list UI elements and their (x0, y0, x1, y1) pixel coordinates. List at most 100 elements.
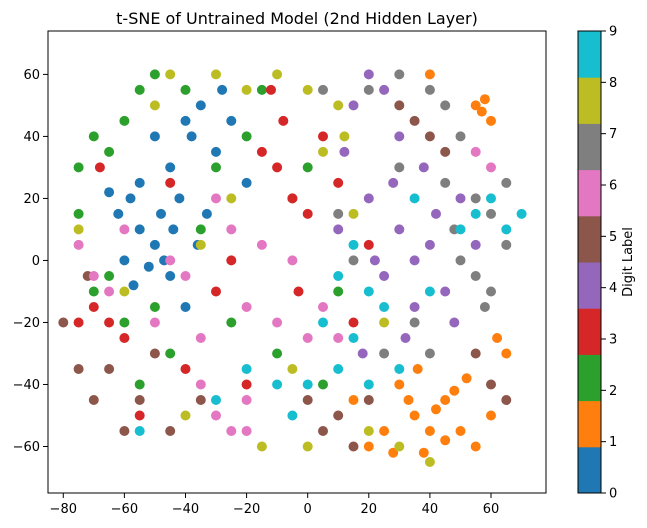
colorbar-tick-label: 8 (609, 76, 617, 91)
scatter-point-digit-5 (440, 146, 451, 157)
scatter-point-digit-7 (409, 317, 420, 328)
y-tick-label: 60 (23, 68, 40, 83)
scatter-point-digit-6 (180, 271, 191, 281)
scatter-point-digit-3 (272, 162, 283, 173)
x-tick-label: 60 (483, 502, 500, 517)
scatter-point-digit-7 (348, 255, 359, 266)
x-tick-label: 0 (304, 502, 312, 517)
scatter-point-digit-6 (165, 255, 176, 266)
scatter-point-digit-1 (394, 379, 405, 390)
scatter-point-digit-4 (440, 286, 451, 297)
scatter-point-digit-7 (479, 302, 490, 312)
x-axis: −80 −60 −40 −20 0 20 40 60 (50, 493, 500, 517)
scatter-point-digit-0 (165, 162, 176, 173)
scatter-point-digit-0 (168, 224, 179, 235)
chart-title: t-SNE of Untrained Model (2nd Hidden Lay… (116, 9, 478, 28)
scatter-point-digit-3 (241, 379, 252, 390)
scatter-point-digit-0 (186, 131, 197, 142)
scatter-point-digit-3 (211, 286, 221, 297)
scatter-point-digit-1 (486, 410, 496, 421)
scatter-point-digit-2 (180, 84, 191, 95)
scatter-point-digit-0 (180, 115, 191, 126)
scatter-point-digit-6 (195, 379, 206, 390)
scatter-point-digit-8 (333, 100, 344, 111)
scatter-point-digit-4 (394, 224, 405, 235)
colorbar-segment (578, 262, 601, 309)
scatter-point-digit-2 (73, 162, 84, 173)
scatter-point-digit-2 (134, 84, 145, 95)
scatter-point-digit-3 (266, 84, 276, 95)
scatter-point-digit-7 (394, 69, 405, 80)
scatter-point-digit-2 (318, 379, 328, 390)
scatter-point-digit-7 (486, 208, 496, 219)
scatter-point-digit-6 (119, 224, 130, 235)
scatter-point-digit-8 (302, 84, 313, 95)
scatter-point-digit-0 (128, 280, 139, 291)
scatter-point-digit-1 (388, 447, 399, 458)
scatter-point-digit-7 (470, 271, 481, 281)
scatter-point-digit-6 (104, 286, 115, 297)
scatter-point-digit-6 (241, 302, 252, 312)
scatter-point-digit-2 (104, 271, 115, 281)
scatter-point-digit-4 (339, 146, 350, 157)
scatter-point-digit-0 (201, 208, 212, 219)
scatter-point-digit-3 (94, 162, 105, 173)
scatter-point-digit-0 (241, 177, 252, 188)
scatter-point-digit-2 (134, 379, 145, 390)
scatter-point-digit-6 (302, 333, 313, 343)
scatter-point-digit-1 (379, 426, 390, 436)
colorbar-tick-label: 0 (609, 487, 617, 502)
scatter-point-digit-1 (501, 348, 512, 359)
scatter-point-digit-2 (302, 162, 313, 173)
y-tick-label: 20 (23, 192, 40, 207)
scatter-point-digit-1 (440, 395, 451, 405)
scatter-point-digit-3 (180, 364, 191, 374)
scatter-point-digit-4 (431, 208, 441, 219)
scatter-point-digit-6 (470, 146, 481, 157)
scatter-point-digit-9 (516, 208, 527, 219)
x-tick-label: −40 (172, 502, 199, 517)
scatter-point-digit-9 (211, 395, 221, 405)
scatter-point-digit-9 (287, 410, 298, 421)
scatter-point-digit-5 (73, 364, 84, 374)
scatter-point-digit-6 (241, 395, 252, 405)
scatter-point-digit-0 (195, 100, 206, 111)
scatter-point-digit-1 (431, 404, 441, 415)
scatter-point-digit-3 (226, 255, 237, 266)
scatter-point-digit-7 (501, 177, 512, 188)
x-tick-label: 20 (361, 502, 378, 517)
scatter-points (58, 69, 527, 467)
scatter-point-digit-5 (134, 395, 145, 405)
scatter-point-digit-2 (272, 348, 283, 359)
scatter-point-digit-4 (455, 193, 466, 204)
scatter-point-digit-9 (348, 239, 359, 250)
scatter-point-digit-8 (195, 239, 206, 250)
scatter-point-digit-9 (302, 379, 313, 390)
scatter-point-digit-5 (165, 426, 176, 436)
scatter-point-digit-8 (73, 224, 84, 235)
scatter-point-digit-3 (348, 317, 359, 328)
scatter-point-digit-5 (318, 426, 328, 436)
colorbar-segment (578, 169, 601, 217)
scatter-point-digit-6 (226, 426, 237, 436)
scatter-point-digit-6 (88, 271, 99, 281)
scatter-point-digit-5 (58, 317, 69, 328)
scatter-point-digit-7 (501, 239, 512, 250)
scatter-point-digit-8 (348, 208, 359, 219)
scatter-point-digit-3 (165, 177, 176, 188)
scatter-point-digit-2 (333, 286, 344, 297)
scatter-point-digit-9 (379, 302, 390, 312)
scatter-point-digit-0 (134, 177, 145, 188)
scatter-point-digit-5 (302, 395, 313, 405)
scatter-point-digit-4 (388, 177, 399, 188)
colorbar-segment (578, 446, 601, 494)
scatter-point-digit-2 (256, 84, 267, 95)
scatter-point-digit-6 (486, 162, 496, 173)
scatter-point-digit-6 (149, 317, 160, 328)
scatter-point-digit-6 (256, 239, 267, 250)
scatter-point-digit-8 (256, 441, 267, 452)
colorbar-tick-label: 1 (609, 435, 617, 450)
scatter-point-digit-2 (119, 317, 130, 328)
scatter-point-digit-5 (149, 348, 160, 359)
scatter-point-digit-8 (287, 364, 298, 374)
